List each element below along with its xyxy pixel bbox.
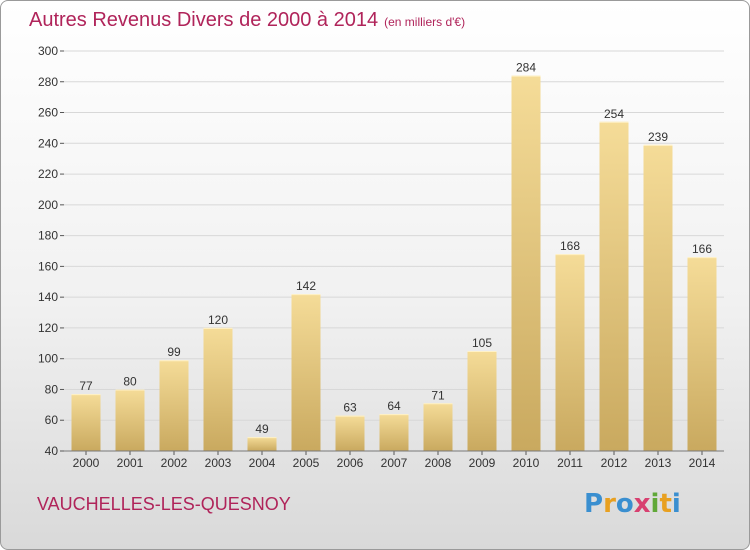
commune-name: VAUCHELLES-LES-QUESNOY [37,494,291,514]
logo-letter: i [650,489,660,519]
x-tick-label: 2007 [381,456,408,470]
logo-letter: o [615,489,634,519]
y-tick-label: 100 [38,352,58,366]
x-tick-label: 2000 [73,456,100,470]
title-text: Autres Revenus Divers de 2000 à 2014 [29,9,379,31]
value-label: 166 [692,242,712,256]
bar-2010 [511,75,541,451]
value-label: 77 [79,379,93,393]
value-labels: 77 80 99 120 49 142 63 64 71 105 284 168 254 239 166 [79,61,712,437]
y-tick-label: 160 [38,259,58,273]
value-label: 105 [472,336,492,350]
bars [71,75,717,452]
value-label: 120 [208,313,228,327]
y-tick-label: 260 [38,106,58,120]
y-tick-label: 40 [45,444,59,458]
x-tick-label: 2005 [293,456,320,470]
value-label: 80 [123,374,137,388]
value-label: 71 [431,388,445,402]
bar-2014 [687,257,717,451]
x-tick-label: 2011 [557,456,583,470]
value-label: 99 [167,345,181,359]
x-tick-label: 2004 [249,456,276,470]
x-tick-label: 2013 [645,456,672,470]
x-tick-label: 2010 [513,456,540,470]
x-tick-label: 2012 [601,456,628,470]
x-axis-ticks: 2000 2001 2002 2003 2004 2005 2006 2007 2008 2009… [73,451,716,470]
logo-letter: t [659,489,672,519]
bar-2009 [467,351,497,451]
value-label: 49 [255,422,269,436]
y-tick-label: 60 [45,413,59,427]
bar-2013 [643,144,673,451]
y-tick-label: 280 [38,75,58,89]
proxiti-logo: Proxiti [584,489,681,519]
bar-2005 [291,294,321,451]
value-label: 284 [516,61,536,75]
value-label: 63 [343,401,357,415]
bar-2001 [115,389,145,451]
x-tick-label: 2009 [469,456,496,470]
logo-letter: x [633,489,651,519]
x-tick-label: 2001 [117,456,144,470]
bar-2012 [599,121,629,452]
value-label: 168 [560,239,580,253]
y-tick-label: 220 [38,167,58,181]
y-tick-label: 120 [38,321,58,335]
bar-2000 [71,394,101,451]
bar-2004 [247,437,277,451]
y-tick-label: 200 [38,198,58,212]
bar-2008 [423,403,453,451]
unit-note: (en milliers d'€) [384,15,466,29]
x-tick-label: 2014 [689,456,716,470]
value-label: 64 [387,399,401,413]
y-tick-label: 300 [38,44,58,58]
y-tick-label: 80 [45,382,59,396]
y-tick-label: 240 [38,136,58,150]
y-tick-label: 180 [38,229,58,243]
x-tick-label: 2008 [425,456,452,470]
bar-2003 [203,327,233,451]
x-tick-label: 2003 [205,456,232,470]
bar-2002 [159,360,189,451]
x-tick-label: 2002 [161,456,188,470]
bar-2011 [555,254,585,451]
value-label: 254 [604,107,624,121]
x-tick-label: 2006 [337,456,364,470]
bar-2007 [379,414,409,451]
chart-title: Autres Revenus Divers de 2000 à 2014 (en … [29,9,465,32]
value-label: 239 [648,130,668,144]
logo-letter: r [603,489,616,519]
logo-letter: P [584,489,604,519]
value-label: 142 [296,279,316,293]
y-axis-ticks: 40 60 80 100 120 140 160 180 200 220 240 260 280 300 [38,44,64,458]
y-tick-label: 140 [38,290,58,304]
bar-2006 [335,415,365,451]
logo-letter: i [671,489,681,519]
